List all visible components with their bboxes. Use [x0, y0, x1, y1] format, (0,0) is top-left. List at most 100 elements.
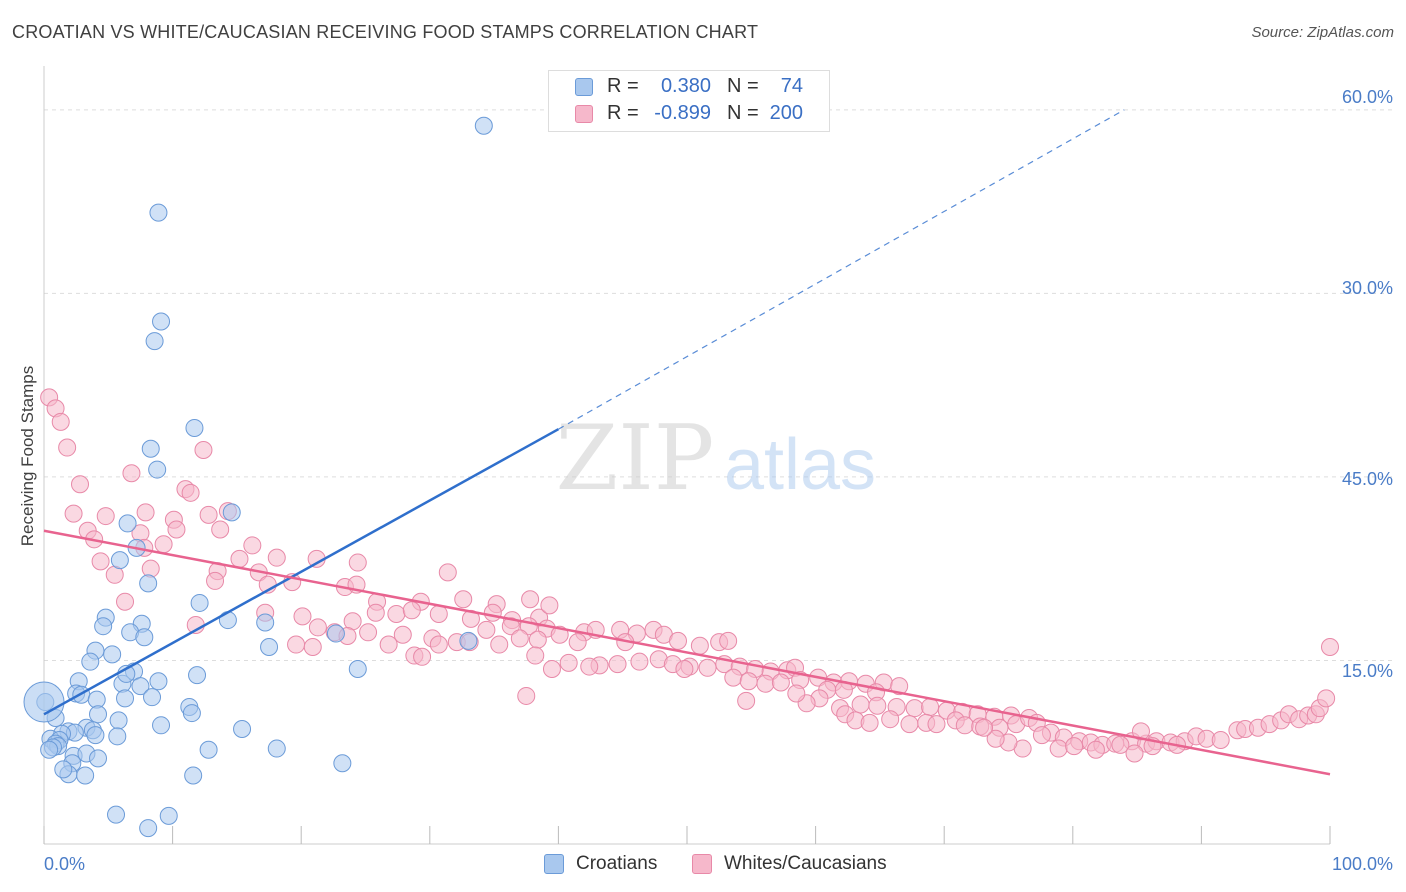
- data-point-whites: [986, 729, 1005, 748]
- data-point-croatians: [40, 740, 59, 759]
- data-point-croatians: [233, 719, 252, 738]
- legend-swatch-whites: [692, 854, 712, 874]
- data-point-whites: [230, 549, 249, 568]
- data-point-croatians: [199, 740, 218, 759]
- data-point-croatians: [76, 766, 95, 785]
- legend-swatch-whites: [575, 105, 593, 123]
- data-point-croatians: [267, 739, 286, 758]
- trend-lines: [43, 109, 1331, 776]
- data-point-whites: [905, 699, 924, 718]
- data-point-whites: [580, 657, 599, 676]
- series-croatians-points: [23, 116, 493, 838]
- data-point-whites: [771, 673, 790, 692]
- data-point-croatians: [116, 689, 135, 708]
- data-point-whites: [199, 505, 218, 524]
- data-point-whites: [308, 618, 327, 637]
- data-point-whites: [851, 695, 870, 714]
- data-point-whites: [668, 631, 687, 650]
- legend-r-value: 0.380: [660, 75, 711, 97]
- data-point-croatians: [86, 726, 105, 745]
- data-point-whites: [528, 630, 547, 649]
- data-point-croatians-large: [23, 681, 65, 723]
- data-point-whites: [91, 552, 110, 571]
- data-point-whites: [1111, 735, 1130, 754]
- data-point-whites: [927, 715, 946, 734]
- data-point-croatians: [188, 666, 207, 685]
- data-point-croatians: [149, 203, 168, 222]
- data-point-whites: [690, 636, 709, 655]
- data-point-whites: [379, 635, 398, 654]
- data-point-croatians: [110, 551, 129, 570]
- data-point-whites: [881, 710, 900, 729]
- data-point-croatians: [184, 766, 203, 785]
- data-point-whites: [1321, 637, 1339, 656]
- data-point-whites: [490, 635, 509, 654]
- data-point-whites: [1131, 722, 1150, 741]
- data-point-whites: [510, 629, 529, 648]
- data-point-croatians: [182, 704, 201, 723]
- data-point-croatians: [94, 617, 113, 636]
- data-point-whites: [868, 696, 887, 715]
- data-point-croatians: [54, 760, 73, 779]
- data-point-croatians: [135, 628, 154, 647]
- data-point-croatians: [109, 711, 128, 730]
- data-point-whites: [477, 620, 496, 639]
- data-point-croatians: [149, 672, 168, 691]
- data-point-whites: [429, 604, 448, 623]
- data-point-whites: [194, 440, 213, 459]
- data-point-whites: [243, 536, 262, 555]
- x-tick-label: 100.0%: [1332, 854, 1393, 874]
- data-point-whites: [454, 590, 473, 609]
- data-point-whites: [1125, 744, 1144, 763]
- data-point-whites: [438, 563, 457, 582]
- data-point-whites: [1317, 689, 1336, 708]
- data-point-croatians: [333, 754, 352, 773]
- trend-line-croatians: [43, 428, 560, 716]
- legend-item-croatians[interactable]: Croatians: [544, 852, 684, 878]
- legend-item-whites[interactable]: Whites/Caucasians: [692, 852, 912, 878]
- data-point-whites: [787, 684, 806, 703]
- data-point-croatians: [145, 332, 164, 351]
- data-point-whites: [860, 713, 879, 732]
- data-point-croatians: [260, 637, 279, 656]
- data-point-whites: [366, 603, 385, 622]
- data-point-whites: [1086, 740, 1105, 759]
- y-tick-label: 15.0%: [1342, 661, 1393, 681]
- data-point-whites: [526, 646, 545, 665]
- data-point-whites: [521, 590, 540, 609]
- data-point-whites: [293, 607, 312, 626]
- data-point-whites: [975, 718, 994, 737]
- data-point-whites: [154, 535, 173, 554]
- legend-label-croatians: Croatians: [576, 853, 658, 874]
- data-point-whites: [287, 635, 306, 654]
- data-point-whites: [1049, 739, 1068, 758]
- data-point-whites: [550, 625, 569, 644]
- data-point-whites: [501, 617, 520, 636]
- data-point-whites: [698, 658, 717, 677]
- data-point-whites: [402, 601, 421, 620]
- data-point-croatians: [474, 116, 493, 135]
- data-point-whites: [675, 660, 694, 679]
- series-legend: Croatians Whites/Caucasians: [0, 850, 1406, 880]
- data-point-whites: [921, 697, 940, 716]
- data-point-whites: [122, 464, 141, 483]
- data-point-croatians: [256, 613, 275, 632]
- tick-labels: 0.0% 100.0% 15.0% 30.0% 45.0% 60.0%: [44, 87, 1393, 874]
- trend-line-whites: [43, 529, 1331, 776]
- legend-n-label: N =: [727, 102, 759, 124]
- legend-swatch-croatians: [575, 78, 593, 96]
- data-point-whites: [348, 553, 367, 572]
- legend-r-label: R =: [607, 75, 639, 97]
- data-point-croatians: [348, 660, 367, 679]
- data-point-croatians: [222, 503, 241, 522]
- data-point-croatians: [159, 806, 178, 825]
- data-point-croatians: [148, 460, 167, 479]
- data-point-whites: [568, 633, 587, 652]
- data-point-croatians: [190, 593, 209, 612]
- data-point-croatians: [152, 312, 171, 331]
- data-point-whites: [955, 716, 974, 735]
- data-point-whites: [719, 631, 738, 650]
- data-point-whites: [429, 635, 448, 654]
- data-point-whites: [737, 691, 756, 710]
- data-point-whites: [303, 637, 322, 656]
